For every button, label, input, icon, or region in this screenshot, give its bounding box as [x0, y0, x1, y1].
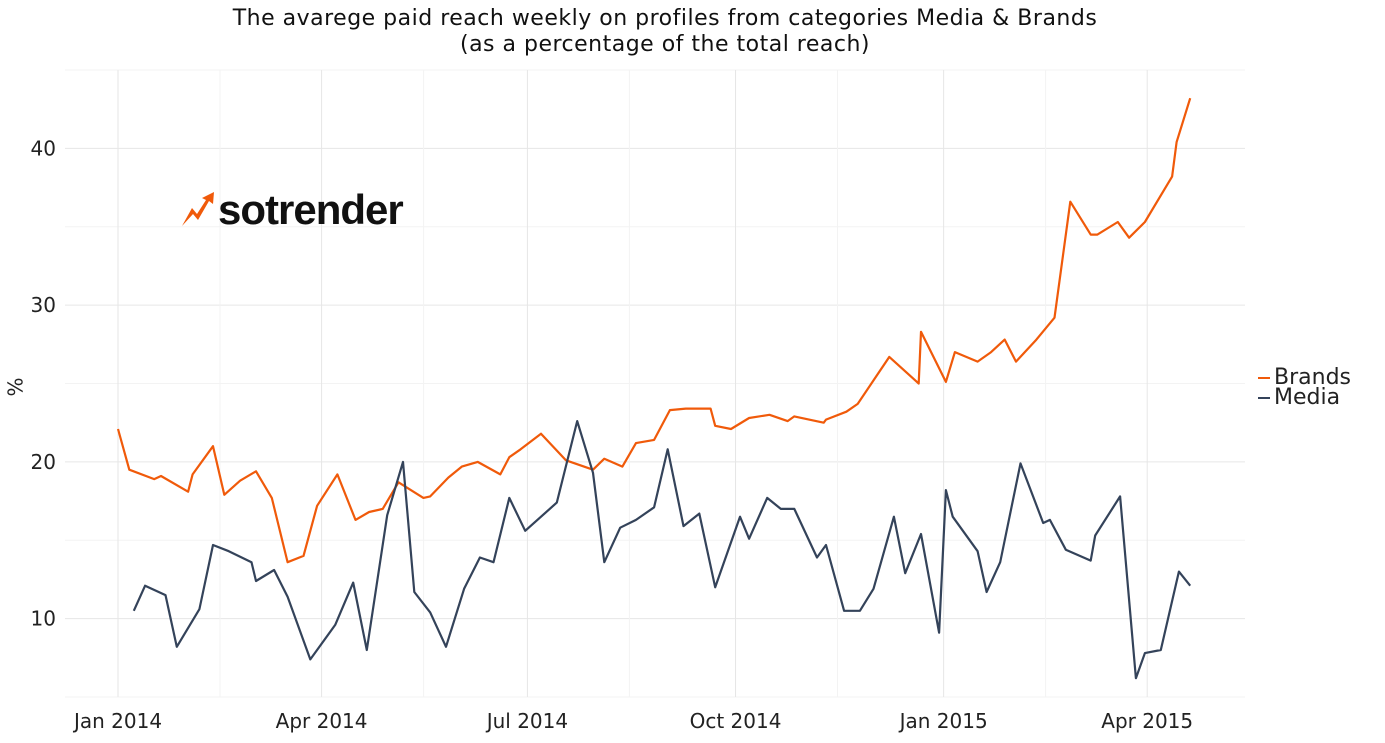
legend-item-media: Media	[1258, 385, 1351, 410]
x-tick-label: Jul 2014	[485, 709, 568, 733]
legend-label-media: Media	[1274, 385, 1341, 410]
logo-arrow-icon	[182, 192, 214, 226]
y-tick-label: 30	[31, 293, 56, 317]
legend-label-brands: Brands	[1274, 365, 1351, 390]
sotrender-logo: sotrender	[180, 186, 404, 234]
x-tick-label: Jan 2015	[898, 709, 988, 733]
x-tick-label: Jan 2014	[72, 709, 162, 733]
legend: Brands Media	[1258, 365, 1351, 410]
x-tick-label: Oct 2014	[690, 709, 782, 733]
grid	[65, 69, 1245, 698]
chart-subtitle: (as a percentage of the total reach)	[459, 32, 871, 57]
logo-text: sotrender	[218, 186, 404, 233]
y-tick-label: 40	[31, 136, 56, 160]
x-tick-label: Apr 2014	[276, 709, 368, 733]
series-line-media	[132, 420, 1192, 680]
chart-title-main: The avarege paid reach weekly on profile…	[232, 6, 1098, 31]
axis-ticks: 10 20 30 40 Jan 2014 Apr 2014 Jul 2014 Oct 2014…	[31, 136, 1194, 733]
y-tick-label: 10	[31, 607, 56, 631]
x-tick-label: Apr 2015	[1101, 709, 1193, 733]
legend-swatch-media	[1258, 397, 1270, 399]
series-lines	[116, 97, 1192, 680]
legend-swatch-brands	[1258, 377, 1270, 379]
y-axis-label: %	[3, 377, 28, 397]
legend-item-brands: Brands	[1258, 365, 1351, 390]
y-tick-label: 20	[31, 450, 56, 474]
chart-title: The avarege paid reach weekly on profile…	[0, 6, 1330, 58]
series-line-brands	[116, 97, 1192, 564]
